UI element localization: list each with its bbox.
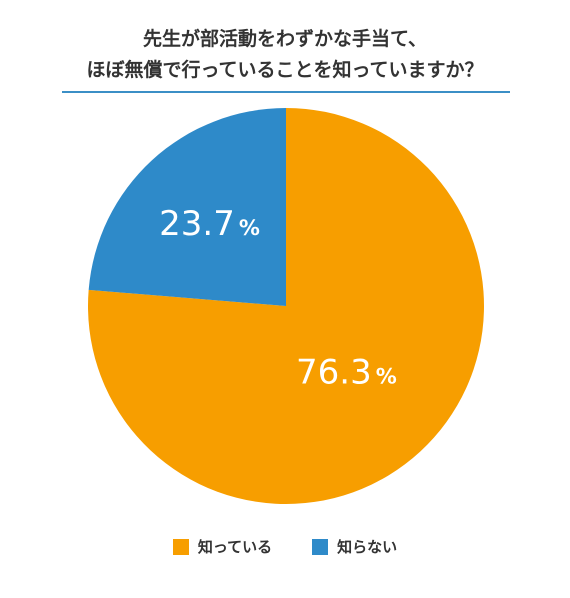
legend-item-known: 知っている: [172, 536, 273, 557]
legend-swatch-known: [172, 538, 189, 555]
slice-label-unknown: 23.7%: [159, 204, 260, 244]
chart-title-line-1: 先生が部活動をわずかな手当て、: [142, 28, 428, 50]
slice-label-known: 76.3%: [296, 353, 397, 393]
chart-title: 先生が部活動をわずかな手当て、 ほぼ無償で行っていることを知っていますか？: [0, 24, 570, 86]
legend-label-unknown: 知らない: [337, 538, 398, 556]
legend-swatch-unknown: [312, 538, 329, 555]
chart-title-line-2: ほぼ無償で行っていることを知っていますか？: [86, 59, 484, 81]
legend-label-known: 知っている: [197, 538, 273, 556]
title-underline: [62, 91, 510, 93]
legend: 知っている 知らない: [0, 536, 570, 557]
slice-unknown: [88, 108, 286, 306]
legend-item-unknown: 知らない: [312, 536, 397, 557]
